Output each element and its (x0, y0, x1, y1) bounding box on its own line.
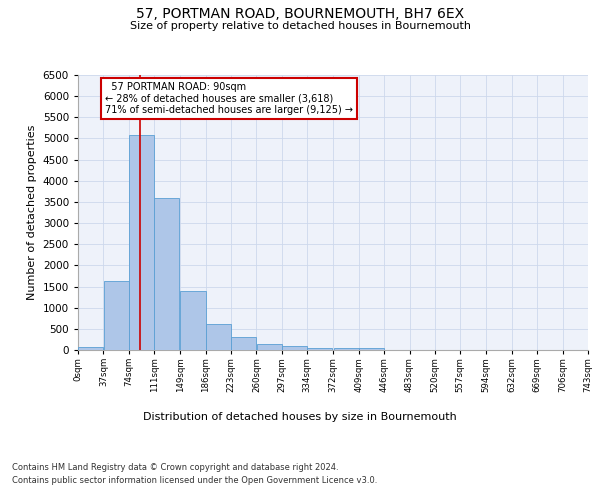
Bar (231, 337, 256, 350)
Text: Size of property relative to detached houses in Bournemouth: Size of property relative to detached ho… (130, 21, 470, 31)
Bar (257, 344, 281, 350)
Y-axis label: Number of detached properties: Number of detached properties (27, 125, 37, 300)
Bar (359, 348, 384, 350)
Text: Contains HM Land Registry data © Crown copyright and database right 2024.: Contains HM Land Registry data © Crown c… (12, 462, 338, 471)
Bar (129, 135, 154, 350)
Bar (154, 198, 179, 350)
Text: Distribution of detached houses by size in Bournemouth: Distribution of detached houses by size … (143, 412, 457, 422)
Bar (206, 324, 231, 350)
Text: Contains public sector information licensed under the Open Government Licence v3: Contains public sector information licen… (12, 476, 377, 485)
Bar (78, 347, 103, 350)
Bar (307, 348, 332, 350)
Bar (104, 282, 128, 350)
Text: 57, PORTMAN ROAD, BOURNEMOUTH, BH7 6EX: 57, PORTMAN ROAD, BOURNEMOUTH, BH7 6EX (136, 8, 464, 22)
Bar (181, 291, 205, 350)
Bar (282, 346, 307, 350)
Text: 57 PORTMAN ROAD: 90sqm  
← 28% of detached houses are smaller (3,618)
71% of sem: 57 PORTMAN ROAD: 90sqm ← 28% of detached… (104, 82, 353, 115)
Bar (334, 348, 359, 350)
